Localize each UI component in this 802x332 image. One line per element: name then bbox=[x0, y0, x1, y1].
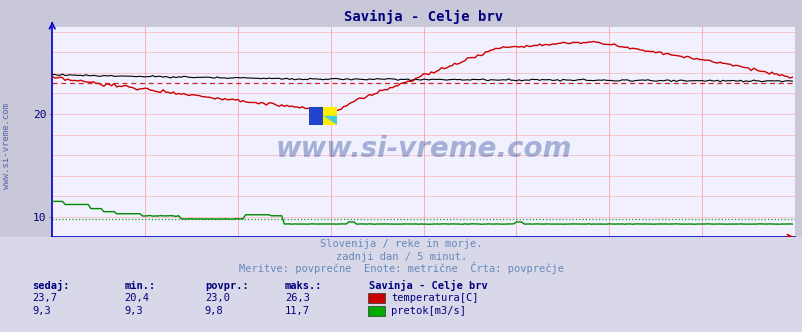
Text: maks.:: maks.: bbox=[285, 281, 322, 291]
Text: Meritve: povprečne  Enote: metrične  Črta: povprečje: Meritve: povprečne Enote: metrične Črta:… bbox=[239, 262, 563, 274]
Text: 23,7: 23,7 bbox=[32, 293, 57, 303]
Text: sedaj:: sedaj: bbox=[32, 280, 70, 291]
Text: 20,4: 20,4 bbox=[124, 293, 149, 303]
Text: zadnji dan / 5 minut.: zadnji dan / 5 minut. bbox=[335, 252, 467, 262]
Text: 26,3: 26,3 bbox=[285, 293, 310, 303]
Polygon shape bbox=[323, 116, 337, 125]
Text: www.si-vreme.com: www.si-vreme.com bbox=[275, 135, 571, 163]
Text: 23,0: 23,0 bbox=[205, 293, 229, 303]
Text: povpr.:: povpr.: bbox=[205, 281, 248, 291]
Text: 9,3: 9,3 bbox=[32, 306, 51, 316]
Polygon shape bbox=[323, 107, 337, 125]
Text: 11,7: 11,7 bbox=[285, 306, 310, 316]
Text: Slovenija / reke in morje.: Slovenija / reke in morje. bbox=[320, 239, 482, 249]
Text: temperatura[C]: temperatura[C] bbox=[391, 293, 478, 303]
Title: Savinja - Celje brv: Savinja - Celje brv bbox=[343, 10, 503, 24]
Text: www.si-vreme.com: www.si-vreme.com bbox=[2, 103, 11, 189]
Text: pretok[m3/s]: pretok[m3/s] bbox=[391, 306, 465, 316]
Text: 9,3: 9,3 bbox=[124, 306, 143, 316]
Text: min.:: min.: bbox=[124, 281, 156, 291]
Text: 9,8: 9,8 bbox=[205, 306, 223, 316]
Text: Savinja - Celje brv: Savinja - Celje brv bbox=[369, 280, 488, 291]
Polygon shape bbox=[309, 107, 323, 125]
